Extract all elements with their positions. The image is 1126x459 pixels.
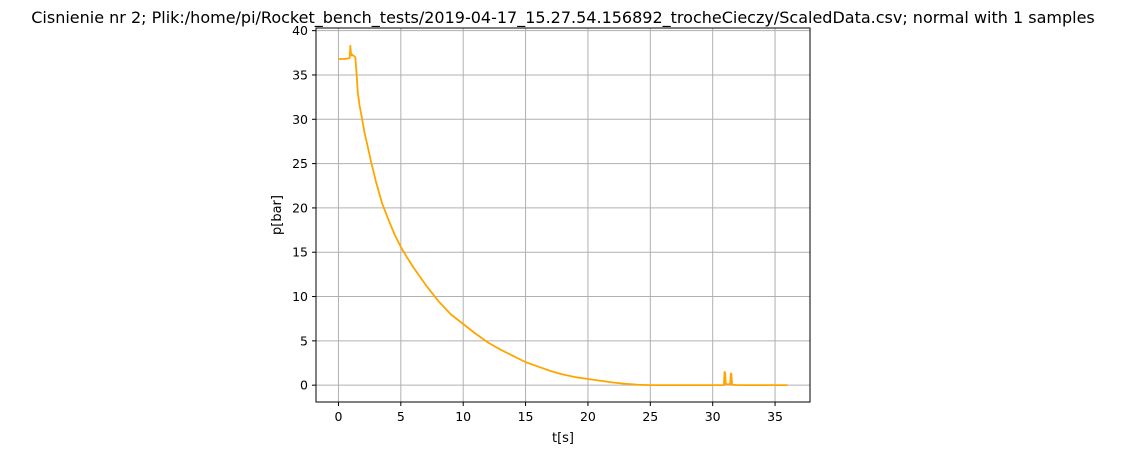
y-tick-label: 15 [292,245,308,260]
y-axis-ticks: 0 5 10 15 20 25 30 35 40 [292,23,316,393]
y-tick-label: 5 [300,333,308,348]
x-axis-label: t[s] [552,431,574,446]
x-tick-label: 0 [334,409,342,424]
y-tick-label: 40 [292,23,308,38]
y-tick-label: 25 [292,156,308,171]
x-tick-label: 20 [580,409,596,424]
y-tick-label: 30 [292,112,308,127]
y-tick-label: 35 [292,67,308,82]
plot-frame [315,27,811,403]
y-tick-label: 20 [292,200,308,215]
y-tick-label: 10 [292,289,308,304]
x-tick-label: 30 [705,409,721,424]
x-tick-label: 15 [518,409,534,424]
grid [316,28,810,402]
x-tick-label: 25 [642,409,658,424]
y-axis-label: p[bar] [270,195,285,235]
pressure-line [338,44,788,387]
chart-title: Cisnienie nr 2; Plik:/home/pi/Rocket_ben… [31,8,1095,28]
x-tick-label: 10 [455,409,471,424]
y-tick-label: 0 [300,378,308,393]
x-axis-ticks: 0 5 10 15 20 25 30 35 [334,402,783,424]
x-tick-label: 5 [397,409,405,424]
x-tick-label: 35 [767,409,783,424]
series-layer [338,44,788,387]
